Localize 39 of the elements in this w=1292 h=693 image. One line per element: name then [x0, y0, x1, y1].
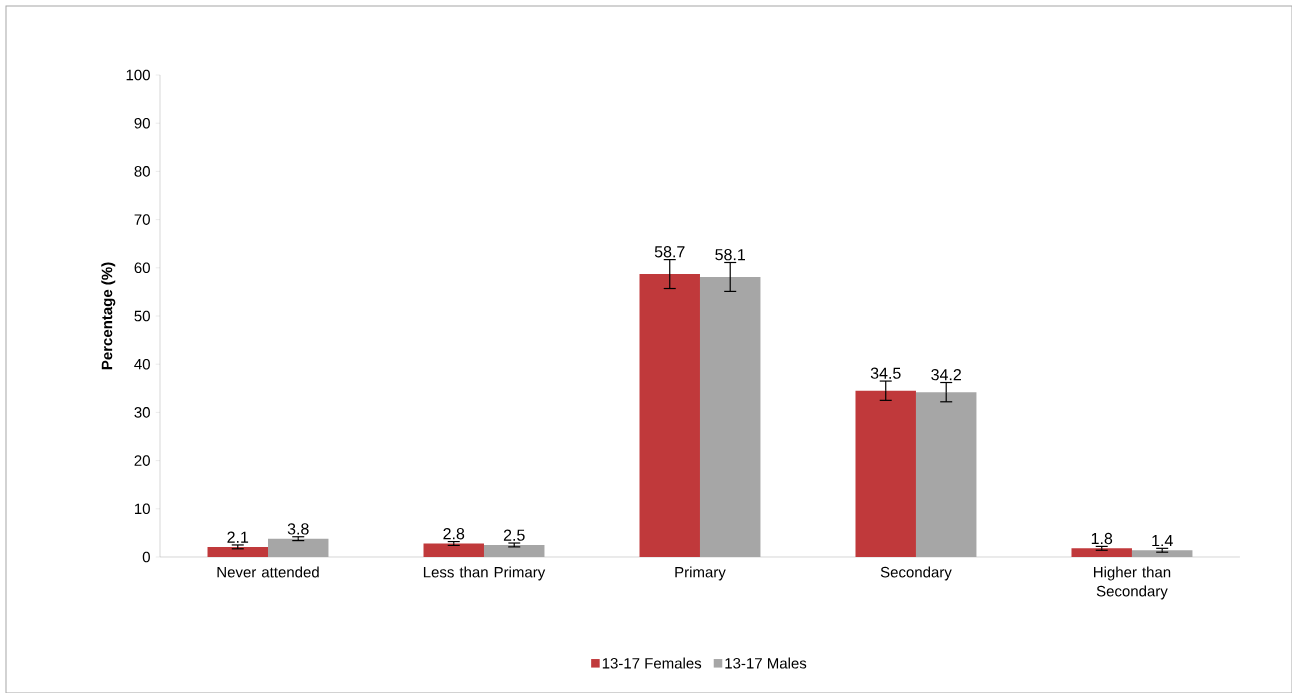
bar — [423, 543, 484, 557]
data-label: 58.7 — [654, 246, 685, 258]
x-tick-label: Primary — [675, 566, 726, 581]
bar — [639, 274, 700, 557]
data-label: 2.8 — [443, 528, 465, 540]
y-tick-label: 80 — [134, 166, 150, 177]
y-tick-label: 100 — [126, 69, 150, 81]
x-tick-label: Never attended — [217, 566, 319, 578]
data-label: 1.8 — [1091, 532, 1113, 545]
y-tick-label: 30 — [134, 407, 150, 418]
y-tick-label: 90 — [134, 117, 150, 129]
bar — [855, 390, 916, 557]
x-tick-label: Secondary — [880, 566, 952, 581]
y-tick-label: 10 — [134, 503, 150, 515]
bar — [699, 276, 761, 557]
data-label: 58.1 — [715, 248, 745, 261]
y-tick-label: 20 — [134, 455, 150, 466]
y-axis-title: Percentage (%) — [101, 262, 116, 370]
bar — [483, 544, 545, 557]
y-tick-label: 70 — [134, 214, 150, 225]
data-label: 3.8 — [287, 523, 309, 535]
legend-label: 13-17 Males — [725, 657, 807, 669]
bar — [1071, 548, 1132, 557]
x-tick-label: Less than Primary — [423, 566, 546, 581]
data-label: 34.2 — [931, 368, 961, 381]
bar — [915, 392, 977, 557]
data-label: 2.5 — [503, 529, 525, 541]
bar — [207, 546, 268, 557]
data-label: 1.4 — [1152, 535, 1173, 547]
x-tick-label: Higher than Secondary — [1093, 566, 1171, 600]
y-tick-label: 40 — [134, 358, 150, 370]
y-tick-label: 0 — [142, 551, 150, 563]
y-tick-label: 50 — [134, 310, 150, 322]
y-tick-label: 60 — [134, 262, 150, 274]
data-label: 2.1 — [227, 531, 249, 543]
bar — [268, 538, 329, 557]
data-label: 34.5 — [870, 367, 901, 379]
legend-label: 13-17 Females — [602, 657, 702, 669]
bar — [1131, 550, 1193, 557]
